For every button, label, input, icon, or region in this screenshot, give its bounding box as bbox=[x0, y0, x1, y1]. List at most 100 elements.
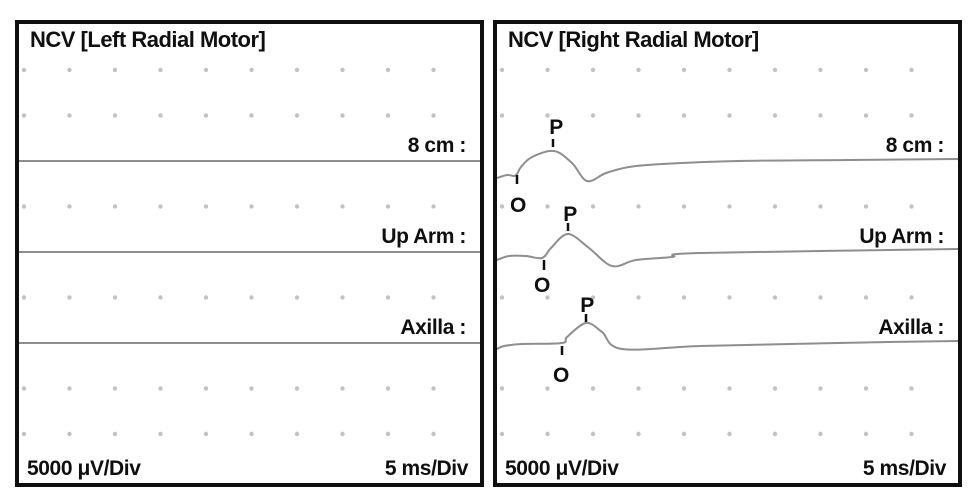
grid-dot bbox=[545, 295, 550, 300]
panel-title: NCV [Left Radial Motor] bbox=[30, 27, 266, 52]
grid-dot bbox=[590, 67, 596, 73]
waveform-trace bbox=[497, 149, 958, 183]
grid-dot bbox=[681, 431, 687, 437]
grid-dot bbox=[67, 67, 72, 73]
grid-dot bbox=[772, 386, 778, 391]
vertical-scale-label: 5000 μV/Div bbox=[505, 457, 619, 480]
trace-site-label: Up Arm : bbox=[859, 225, 944, 248]
grid-dot bbox=[772, 431, 778, 437]
grid-dot bbox=[590, 386, 596, 391]
grid-dot bbox=[158, 431, 163, 437]
grid-dot bbox=[67, 295, 72, 300]
grid-dot bbox=[818, 431, 823, 437]
grid-dot bbox=[112, 386, 118, 391]
grid-dot bbox=[294, 295, 300, 300]
horizontal-scale-label: 5 ms/Div bbox=[862, 457, 947, 480]
grid-dot bbox=[385, 386, 391, 391]
grid-dot bbox=[158, 386, 163, 391]
grid-dot bbox=[818, 204, 823, 209]
grid-dot bbox=[112, 295, 118, 300]
grid-dot bbox=[636, 386, 641, 391]
waveform-plot-left: 8 cm : Up Arm : Axilla : bbox=[19, 67, 480, 437]
grid-dot bbox=[909, 295, 914, 300]
grid-dot bbox=[158, 295, 163, 300]
grid-dot bbox=[818, 67, 823, 73]
scale-footer: 5000 μV/Div 5 ms/Div bbox=[27, 457, 468, 481]
waveform-trace bbox=[497, 232, 958, 268]
grid-dot bbox=[909, 386, 914, 391]
grid-dot bbox=[112, 113, 118, 118]
grid-dot bbox=[681, 295, 687, 300]
grid-dot bbox=[909, 204, 914, 209]
grid-dot bbox=[21, 204, 27, 209]
trace-site-label: 8 cm : bbox=[886, 134, 944, 157]
grid-dot bbox=[499, 431, 505, 437]
grid-dot bbox=[818, 295, 823, 300]
grid-dot bbox=[863, 113, 869, 118]
grid-dot bbox=[772, 113, 778, 118]
panel-title: NCV [Right Radial Motor] bbox=[508, 27, 759, 52]
grid-dot bbox=[727, 386, 732, 391]
grid-dot bbox=[203, 67, 209, 73]
grid-dot bbox=[294, 67, 300, 73]
grid-dot bbox=[203, 431, 209, 437]
waveform-trace bbox=[497, 321, 958, 351]
grid-dot bbox=[249, 386, 254, 391]
horizontal-scale-label: 5 ms/Div bbox=[384, 457, 469, 480]
grid-dot bbox=[21, 113, 27, 118]
grid-dot bbox=[203, 113, 209, 118]
grid-dot bbox=[636, 113, 641, 118]
grid-dot bbox=[67, 113, 72, 118]
grid-dot bbox=[499, 386, 505, 391]
grid-dot bbox=[772, 67, 778, 73]
grid-dot bbox=[385, 431, 391, 437]
grid-dot bbox=[158, 113, 163, 118]
grid-dot bbox=[340, 295, 345, 300]
grid-dot bbox=[431, 113, 436, 118]
grid-dot bbox=[727, 295, 732, 300]
grid-dot bbox=[863, 431, 869, 437]
grid-dot bbox=[385, 113, 391, 118]
grid-dot bbox=[909, 113, 914, 118]
grid-dot bbox=[772, 204, 778, 209]
grid-dot bbox=[21, 386, 27, 391]
grid-dot bbox=[67, 204, 72, 209]
trace-site-label: Up Arm : bbox=[381, 225, 466, 248]
grid-dot bbox=[681, 204, 687, 209]
grid-dot bbox=[772, 295, 778, 300]
grid-dot bbox=[863, 295, 869, 300]
grid-dot bbox=[249, 295, 254, 300]
grid-dot bbox=[909, 431, 914, 437]
grid-dot bbox=[681, 113, 687, 118]
grid-dot bbox=[21, 67, 27, 73]
grid-dot bbox=[112, 204, 118, 209]
grid-dot bbox=[681, 67, 687, 73]
grid-dot bbox=[203, 295, 209, 300]
grid-dot bbox=[21, 295, 27, 300]
panel-left-radial-motor: 8 cm : Up Arm : Axilla : NCV [Left Radial … bbox=[15, 20, 484, 487]
grid-dot bbox=[636, 431, 641, 437]
grid-dot bbox=[203, 386, 209, 391]
grid-dot bbox=[818, 113, 823, 118]
grid-dot bbox=[340, 204, 345, 209]
grid-dot bbox=[545, 204, 550, 209]
grid-dot bbox=[727, 431, 732, 437]
grid-dot bbox=[431, 67, 436, 73]
grid-dot bbox=[340, 67, 345, 73]
trace-site-label: Axilla : bbox=[878, 316, 944, 339]
grid-dot bbox=[112, 67, 118, 73]
grid-dot bbox=[158, 67, 163, 73]
vertical-scale-label: 5000 μV/Div bbox=[27, 457, 141, 480]
waveform-plot-right: 8 cm : O P Up Arm : O P Axilla : O P bbox=[497, 67, 958, 437]
grid-dot bbox=[545, 431, 550, 437]
grid-dot bbox=[112, 431, 118, 437]
grid-dot bbox=[249, 204, 254, 209]
grid-dot bbox=[499, 113, 505, 118]
grid-dot bbox=[431, 386, 436, 391]
grid-dot bbox=[294, 386, 300, 391]
grid-dot bbox=[590, 113, 596, 118]
grid-dot bbox=[340, 431, 345, 437]
grid-dot bbox=[727, 204, 732, 209]
grid-dot bbox=[385, 67, 391, 73]
